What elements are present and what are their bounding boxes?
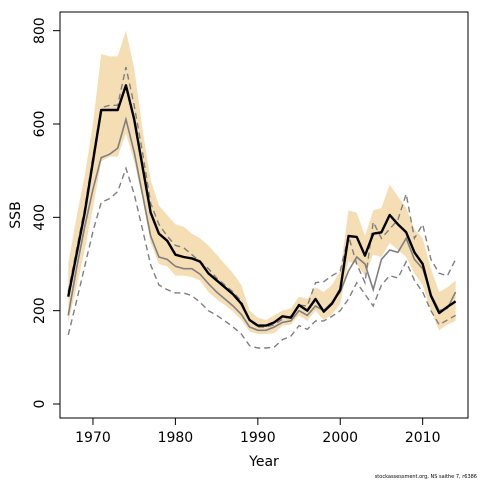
x-tick-label: 1980 <box>158 430 194 446</box>
plot-area <box>67 30 457 349</box>
y-tick-label: 800 <box>32 17 48 44</box>
x-tick-label: 2000 <box>322 430 358 446</box>
axes: 1970 1980 1990 2000 2010 0 200 400 600 800 <box>32 11 469 446</box>
y-axis-title: SSB <box>8 201 24 228</box>
confidence-band <box>68 30 456 334</box>
series-line-dashed-lower <box>67 166 456 349</box>
x-tick-label: 1970 <box>75 430 111 446</box>
series-line-alternative <box>67 116 457 332</box>
series-line-estimate <box>67 84 457 327</box>
y-tick-label: 600 <box>32 111 48 138</box>
x-tick-label: 1990 <box>240 430 276 446</box>
footer-source-text: stockassessment.org, NS saithe 7, r6386 <box>375 474 477 480</box>
x-axis-title: Year <box>248 454 279 470</box>
series-line-dashed-upper <box>67 66 457 328</box>
y-tick-label: 200 <box>32 297 48 324</box>
y-tick-label: 0 <box>32 400 48 409</box>
x-tick-label: 2010 <box>405 430 441 446</box>
plot-frame <box>59 11 469 419</box>
y-tick-label: 400 <box>32 204 48 231</box>
